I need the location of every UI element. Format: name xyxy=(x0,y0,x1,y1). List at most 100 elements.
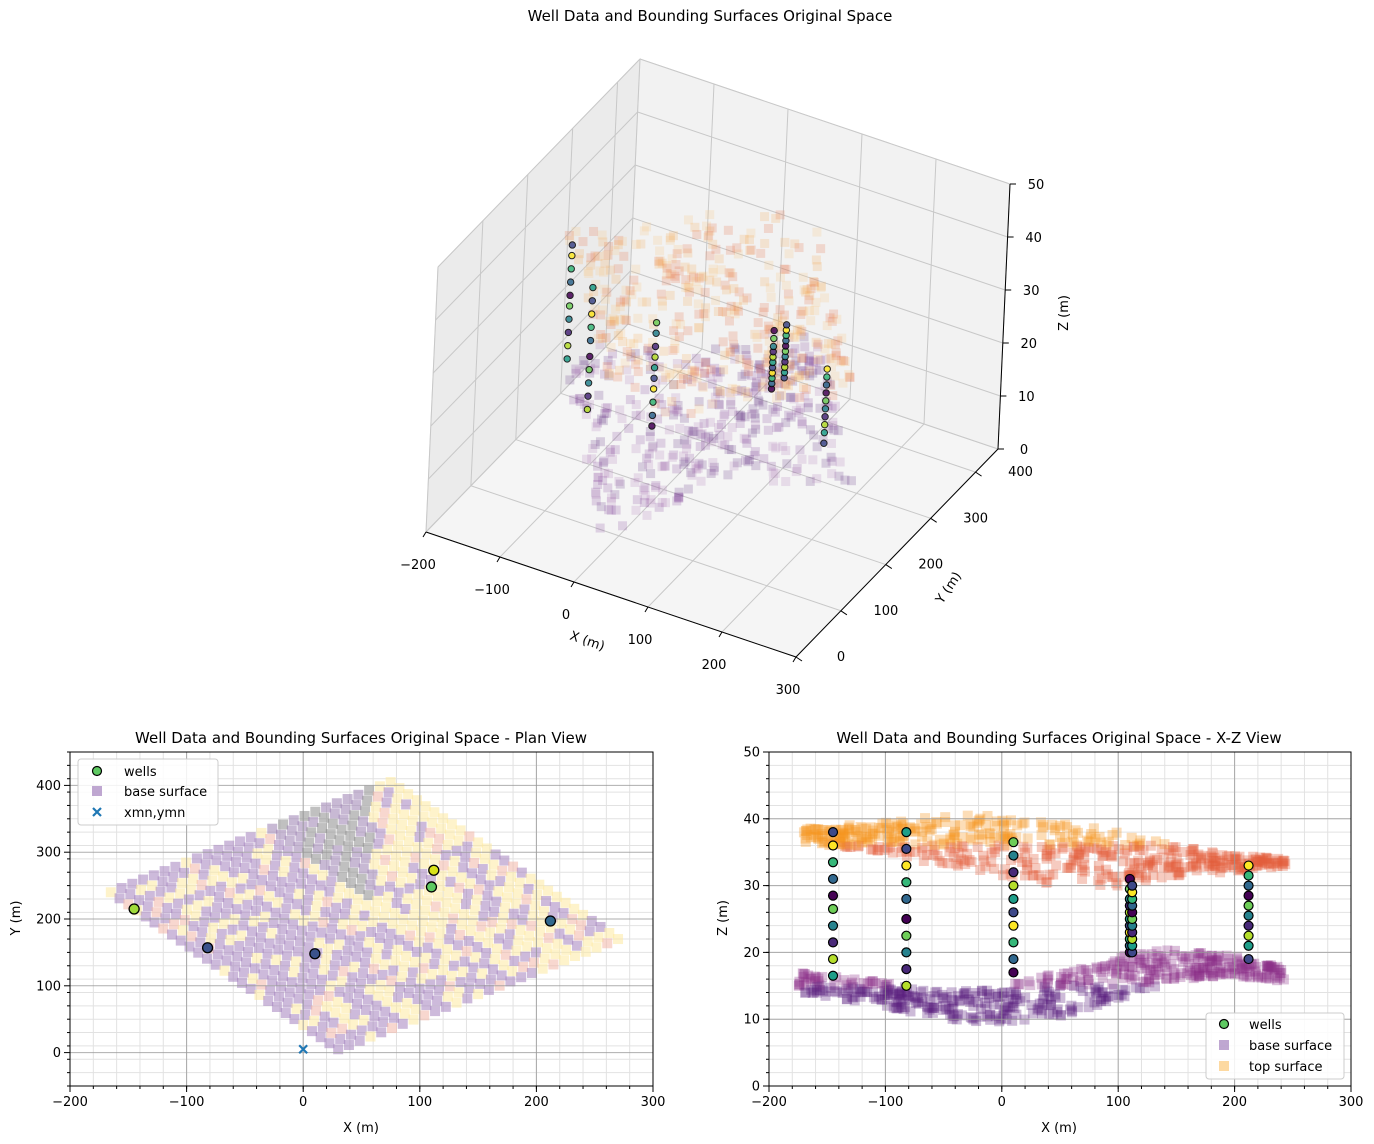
plan-surface-square xyxy=(450,950,461,961)
xz-base-surface-square xyxy=(1141,963,1152,974)
grid3d-floor-x xyxy=(721,423,925,633)
xz-base-surface-square xyxy=(1106,960,1117,971)
base-surface-square-3d xyxy=(565,375,575,385)
xz-base-surface-square xyxy=(793,980,804,991)
xz-well-marker xyxy=(1127,880,1138,891)
base-surface-square-3d xyxy=(742,438,752,448)
plan-legend-base-swatch xyxy=(92,786,102,796)
z-axis-line-3d xyxy=(997,183,1011,450)
xz-top-surface-square xyxy=(1068,848,1079,859)
plan-surface-square xyxy=(454,929,465,940)
base-surface-square-3d xyxy=(656,438,666,448)
xz-base-surface-square xyxy=(1234,965,1245,976)
plan-surface-square xyxy=(382,891,393,902)
xz-base-surface-square xyxy=(870,994,881,1005)
grid3d-side-y xyxy=(425,266,439,533)
plan-legend-origin-label: xmn,ymn xyxy=(124,806,185,821)
top-surface-square-3d xyxy=(613,331,623,341)
top-surface-square-3d xyxy=(667,254,677,264)
base-surface-square-3d xyxy=(827,456,837,466)
base-surface-square-3d xyxy=(602,408,612,418)
top-surface-square-3d xyxy=(595,266,605,276)
plan-surface-square xyxy=(595,921,606,932)
plan-surface-square xyxy=(366,974,377,985)
base-surface-square-3d xyxy=(774,368,784,378)
plan-surface-square xyxy=(459,956,470,967)
xz-top-surface-square xyxy=(1134,845,1145,856)
xz-base-surface-square xyxy=(1108,983,1119,994)
plan-surface-square xyxy=(262,948,273,959)
xz-base-surface-square xyxy=(1111,968,1122,979)
base-surface-square-3d xyxy=(750,420,760,430)
xz-base-surface-square xyxy=(1183,962,1194,973)
base-surface-square-3d xyxy=(631,505,641,515)
xz-base-surface-square xyxy=(1040,981,1051,992)
plan-surface-square xyxy=(580,946,591,957)
xz-top-surface-square xyxy=(938,838,949,849)
xz-top-surface-square xyxy=(1193,849,1204,860)
xz-top-surface-square xyxy=(1195,854,1206,865)
base-surface-square-3d xyxy=(684,425,694,435)
xz-base-surface-square xyxy=(811,981,822,992)
base-surface-square-3d xyxy=(643,346,653,356)
xz-well-marker xyxy=(901,963,912,975)
plan-surface-square xyxy=(395,981,406,992)
plan-surface-square xyxy=(356,873,367,884)
xz-top-surface-square xyxy=(819,836,830,847)
xz-base-surface-square xyxy=(855,991,866,1002)
well-marker-3d xyxy=(588,297,597,305)
plan-surface-square xyxy=(426,874,437,885)
plan-surface-square xyxy=(421,895,432,906)
plan-surface-square xyxy=(264,938,275,949)
plan-surface-square xyxy=(356,978,367,989)
top-surface-square-3d xyxy=(756,248,766,258)
xz-top-surface-square xyxy=(1150,836,1161,847)
xz-top-surface-square xyxy=(874,822,885,833)
base-surface-square-3d xyxy=(575,396,585,406)
top-surface-square-3d xyxy=(687,365,697,375)
xz-base-surface-square xyxy=(994,1016,1005,1027)
plan-surface-square xyxy=(349,857,360,868)
top-surface-square-3d xyxy=(711,295,721,305)
top-surface-square-3d xyxy=(704,231,714,241)
xz-top-surface-square xyxy=(989,844,1000,855)
xz-top-surface-square xyxy=(818,824,829,835)
top-surface-square-3d xyxy=(673,244,683,254)
plan-surface-square xyxy=(427,817,438,828)
xz-base-surface-square xyxy=(888,1002,899,1013)
base-surface-square-3d xyxy=(781,446,791,456)
xz-base-surface-square xyxy=(1014,979,1025,990)
plan-surface-square xyxy=(302,847,313,858)
plan-surface-square xyxy=(203,896,214,907)
xz-ytick-label: 20 xyxy=(743,946,760,961)
xz-top-surface-square xyxy=(1096,837,1107,848)
plan-surface-square xyxy=(309,911,320,922)
top-surface-square-3d xyxy=(603,250,613,260)
top-surface-square-3d xyxy=(729,305,739,315)
plan-surface-square xyxy=(207,875,218,886)
xz-base-surface-square xyxy=(1153,950,1164,961)
xz-top-surface-square xyxy=(1142,860,1153,871)
base-surface-square-3d xyxy=(784,364,794,374)
plan-surface-square xyxy=(214,939,225,950)
xz-top-surface-square xyxy=(1119,848,1130,859)
xz-base-surface-square xyxy=(1185,970,1196,981)
xz-base-surface-square xyxy=(956,1010,967,1021)
xz-top-surface-square xyxy=(1156,872,1167,883)
xz-base-surface-square xyxy=(1266,961,1277,972)
top-surface-square-3d xyxy=(627,290,637,300)
xz-top-surface-square xyxy=(1094,865,1105,876)
xz-base-surface-square xyxy=(1039,982,1050,993)
xz-top-surface-square xyxy=(1176,867,1187,878)
xz-base-surface-square xyxy=(1230,969,1241,980)
xz-base-surface-square xyxy=(1194,948,1205,959)
xz-base-surface-square xyxy=(1227,961,1238,972)
top-surface-square-3d xyxy=(600,284,610,294)
plan-surface-square xyxy=(558,908,569,919)
xz-base-surface-square xyxy=(1010,988,1021,999)
plan-surface-square xyxy=(391,897,402,908)
xz-top-surface-square xyxy=(1063,862,1074,873)
plan-surface-square xyxy=(381,797,392,808)
xz-base-surface-square xyxy=(1199,962,1210,973)
plan-surface-square xyxy=(295,983,306,994)
